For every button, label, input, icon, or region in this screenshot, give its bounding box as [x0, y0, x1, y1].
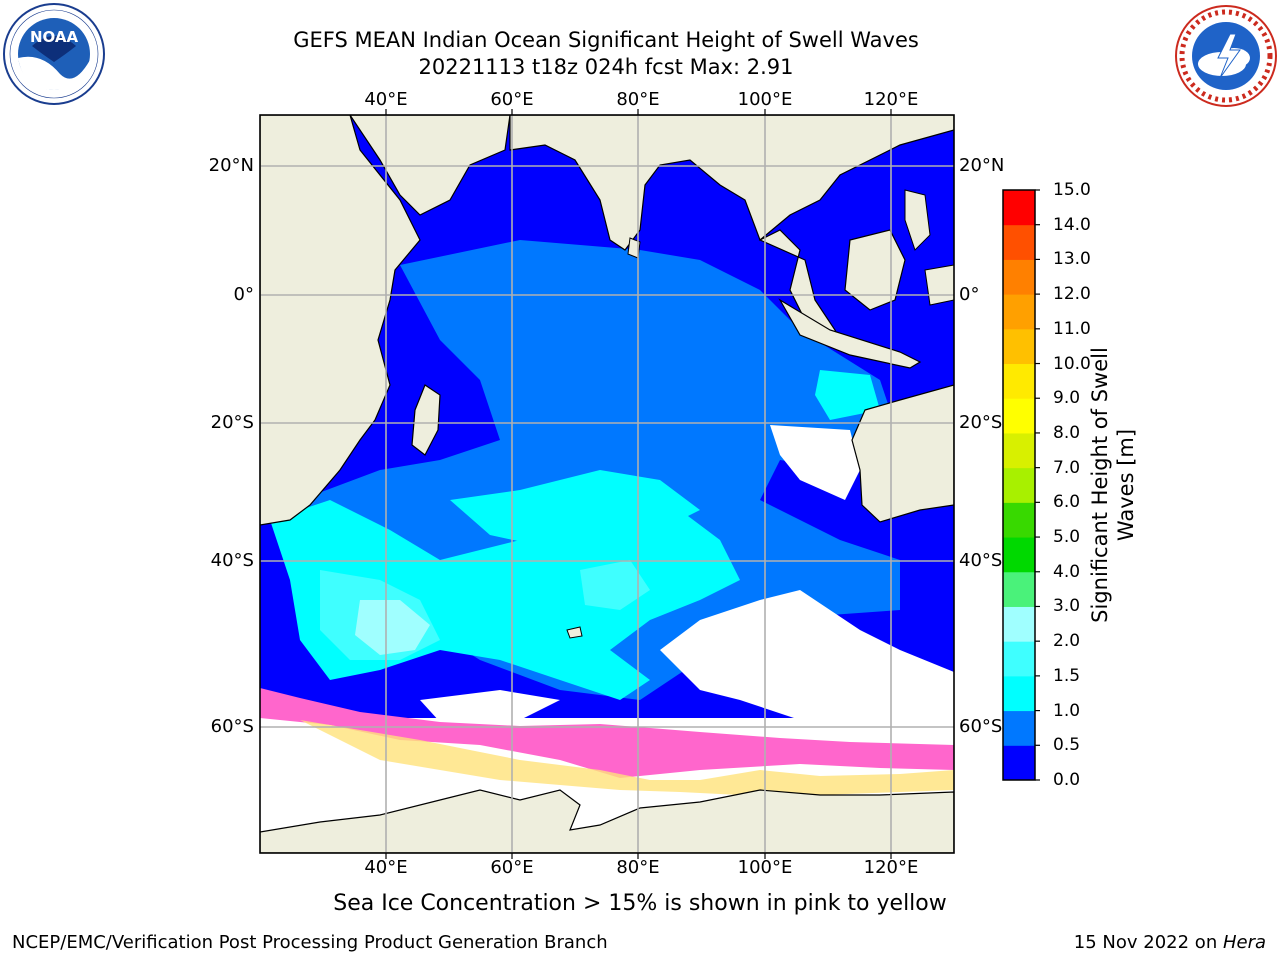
lat-label-right-0: 0°	[959, 284, 980, 305]
colorbar-tick-label: 2.0	[1053, 631, 1081, 652]
colorbar-tick-label: 5.0	[1053, 527, 1081, 548]
colorbar-tick-label: 8.0	[1053, 422, 1081, 443]
colorbar-label: Significant Height of Swell Waves [m]	[1087, 315, 1139, 655]
colorbar-segment	[1003, 294, 1035, 330]
colorbar-tick-label: 1.0	[1053, 700, 1081, 721]
land-sumatra-java	[778, 298, 922, 369]
svg-text:NOAA: NOAA	[30, 28, 79, 46]
map-title: GEFS MEAN Indian Ocean Significant Heigh…	[293, 28, 919, 52]
colorbar-label-line2: Waves [m]	[1114, 428, 1138, 542]
land-antarctica	[260, 789, 954, 853]
calm-zone-southern-ocean	[660, 590, 954, 730]
lon-label-bottom-120e: 120°E	[863, 857, 919, 878]
colorbar-tick-label: 7.0	[1053, 457, 1081, 478]
sea-ice-yellow	[300, 720, 954, 795]
colorbar-frame	[1002, 189, 1036, 781]
colorbar	[1002, 189, 1040, 781]
colorbar-segment	[1003, 432, 1035, 469]
land-madagascar	[411, 384, 441, 456]
graticule	[260, 115, 954, 853]
colorbar-tick-label: 9.0	[1053, 388, 1081, 409]
colorbar-label-line1: Significant Height of Swell	[1088, 347, 1112, 623]
land-kerguelen	[566, 626, 583, 639]
colorbar-segment	[1003, 328, 1035, 365]
colorbar-tick-label: 11.0	[1053, 318, 1091, 339]
lat-label-left-20s: 20°S	[210, 412, 254, 433]
calm-zone-southern-ocean-b	[420, 690, 560, 722]
colorbar-segment	[1003, 641, 1035, 677]
map-subtitle: 20221113 t18z 024h fcst Max: 2.91	[418, 55, 794, 79]
calm-zone-west-australia	[770, 425, 860, 500]
colorbar-segment	[1003, 224, 1035, 260]
lat-label-right-20s: 20°S	[959, 412, 1003, 433]
lon-label-top-80e: 80°E	[616, 89, 660, 110]
colorbar-segment	[1003, 710, 1035, 746]
map-tick-marks	[385, 109, 892, 859]
swell-band-1.0-1.5-c	[815, 370, 880, 420]
lat-label-left-40s: 40°S	[210, 550, 254, 571]
colorbar-segment	[1003, 502, 1035, 538]
swell-band-1.5-2.0-b	[580, 560, 650, 610]
lat-label-left-60s: 60°S	[210, 716, 254, 737]
colorbar-segment	[1003, 606, 1035, 642]
colorbar-tick-label: 3.0	[1053, 596, 1081, 617]
colorbar-tick-label: 15.0	[1053, 180, 1091, 200]
lon-label-bottom-40e: 40°E	[364, 857, 408, 878]
nws-logo	[1175, 5, 1277, 107]
colorbar-segment	[1003, 571, 1035, 607]
colorbar-tick-label: 13.0	[1053, 249, 1091, 270]
footer-date: 15 Nov 2022 on Hera	[1074, 932, 1266, 953]
land-sulawesi-papua	[924, 264, 954, 306]
footer-machine: Hera	[1222, 932, 1266, 953]
footer-date-text: 15 Nov 2022 on	[1073, 932, 1223, 953]
colorbar-tick-label: 6.0	[1053, 492, 1081, 513]
lat-label-right-60s: 60°S	[959, 716, 1003, 737]
colorbar-segment	[1003, 363, 1035, 399]
colorbar-tick-label: 1.5	[1053, 665, 1081, 686]
lon-label-top-40e: 40°E	[364, 89, 408, 110]
swell-band-2.0-3.0	[355, 600, 430, 655]
lat-label-left-20n: 20°N	[208, 155, 254, 176]
colorbar-segment	[1003, 537, 1035, 573]
footer-org: NCEP/EMC/Verification Post Processing Pr…	[12, 932, 608, 953]
map-frame	[259, 114, 955, 854]
noaa-logo: NOAA	[3, 3, 105, 105]
colorbar-tick-label: 0.5	[1053, 735, 1081, 756]
colorbar-segment	[1003, 675, 1035, 712]
land-philippines	[904, 189, 931, 251]
lat-label-right-20n: 20°N	[959, 155, 1005, 176]
sea-ice-caption: Sea Ice Concentration > 15% is shown in …	[333, 891, 947, 916]
lon-label-bottom-80e: 80°E	[616, 857, 660, 878]
colorbar-tick-label: 12.0	[1053, 284, 1091, 305]
lon-label-top-60e: 60°E	[490, 89, 534, 110]
land-australia	[851, 384, 954, 523]
sea-ice-pink	[260, 688, 954, 778]
lat-label-left-0: 0°	[233, 284, 254, 305]
colorbar-tick-label: 14.0	[1053, 214, 1091, 235]
colorbar-segment	[1003, 190, 1035, 226]
colorbar-tick-label: 10.0	[1053, 353, 1091, 374]
lon-label-bottom-60e: 60°E	[490, 857, 534, 878]
colorbar-tick-label: 0.0	[1053, 770, 1081, 790]
lon-label-top-120e: 120°E	[863, 89, 919, 110]
colorbar-segment	[1003, 398, 1035, 434]
lon-label-bottom-100e: 100°E	[737, 857, 793, 878]
colorbar-segment	[1003, 259, 1035, 295]
land-borneo	[844, 229, 906, 311]
colorbar-tick-label: 4.0	[1053, 561, 1081, 582]
colorbar-segments	[1003, 189, 1040, 781]
colorbar-segment	[1003, 745, 1035, 781]
lat-label-right-40s: 40°S	[959, 550, 1003, 571]
lon-label-top-100e: 100°E	[737, 89, 793, 110]
colorbar-segment	[1003, 467, 1035, 503]
land-india-asia	[509, 115, 954, 251]
